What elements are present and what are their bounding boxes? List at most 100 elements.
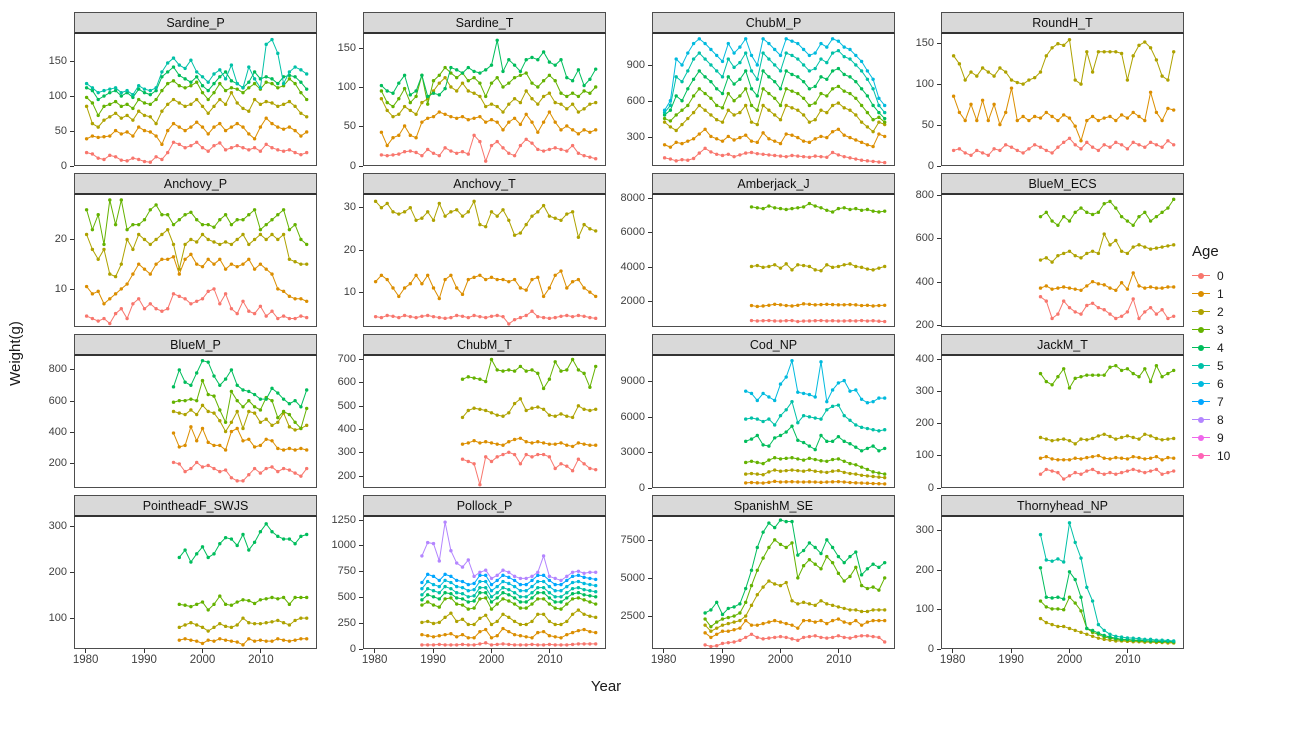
series-age-1 — [744, 479, 887, 486]
legend-entry-8: 8 — [1192, 411, 1272, 429]
series-age-5 — [1038, 521, 1176, 643]
legend-entry-5: 5 — [1192, 357, 1272, 375]
facet-Anchovy_T: Anchovy_T 10 20 30 — [317, 173, 606, 327]
series-age-7 — [420, 572, 598, 587]
y-axis: 200 300 400 500 600 700 — [317, 353, 363, 488]
facet-title: Sardine_T — [455, 15, 514, 30]
facet-panel — [941, 356, 1184, 488]
series-age-5 — [420, 584, 598, 599]
legend-key-icon — [1192, 324, 1210, 336]
y-axis: 0 250 500 750 1000 1250 — [317, 514, 363, 655]
facet-panel — [941, 195, 1184, 327]
facet-title: JackM_T — [1037, 337, 1088, 352]
facet-SpanishM_SE: SpanishM_SE 2500 5000 7500 1980 1990 2000 2010 — [606, 495, 895, 677]
series-age-1 — [420, 626, 598, 640]
series-age-3 — [744, 456, 887, 476]
series-age-1 — [1038, 271, 1176, 292]
series-age-0 — [1038, 467, 1176, 481]
series-age-4 — [662, 66, 887, 121]
x-axis: 1980 1990 2000 2010 — [362, 649, 606, 677]
series-age-8 — [420, 520, 598, 583]
facet-Sardine_T: Sardine_T 0 50 100 150 — [317, 12, 606, 172]
y-axis: 0 3000 6000 9000 — [606, 356, 652, 494]
facet-strip: ChubM_T — [363, 334, 606, 356]
legend-title: Age — [1192, 242, 1219, 260]
series-age-3 — [749, 201, 887, 214]
series-age-3 — [379, 65, 598, 109]
series-age-6 — [420, 578, 598, 593]
facet-title: PointheadF_SWJS — [142, 498, 249, 513]
series-age-0 — [379, 133, 598, 163]
series-age-0 — [951, 136, 1176, 157]
facet-BlueM_ECS: BlueM_ECS 200 400 600 800 — [895, 173, 1184, 331]
series-age-2 — [420, 608, 598, 627]
facet-panel — [941, 34, 1184, 166]
facet-strip: ChubM_P — [652, 12, 895, 34]
facet-Anchovy_P: Anchovy_P 10 20 — [28, 173, 317, 327]
series-age-3 — [1038, 363, 1176, 390]
y-axis: 2500 5000 7500 — [606, 517, 652, 649]
legend-label: 0 — [1217, 268, 1224, 283]
facet-title: Cod_NP — [749, 337, 798, 352]
legend-label: 6 — [1217, 376, 1224, 391]
series-age-1 — [171, 425, 309, 452]
series-age-0 — [84, 287, 309, 326]
facet-Thornyhead_NP: Thornyhead_NP 0 100 200 300 1980 1990 2000 2010 — [895, 495, 1184, 677]
facet-panel — [363, 517, 606, 649]
legend-key-icon — [1192, 288, 1210, 300]
x-axis: 1980 1990 2000 2010 — [940, 649, 1184, 677]
series-age-5 — [84, 37, 309, 97]
facet-panel — [941, 517, 1184, 649]
facet-title: Thornyhead_NP — [1016, 498, 1109, 513]
legend: Age 0 1 2 3 4 5 6 7 8 9 10 — [1184, 12, 1272, 695]
y-axis-title-area: Weight(g) — [2, 12, 28, 695]
facet-RoundH_T: RoundH_T 0 50 100 150 — [895, 12, 1184, 172]
series-age-4 — [379, 38, 598, 99]
series-age-0 — [84, 140, 309, 164]
series-age-6 — [744, 358, 887, 405]
series-age-2 — [177, 616, 309, 633]
legend-label: 8 — [1217, 412, 1224, 427]
series-age-1 — [84, 116, 309, 147]
facet-panel — [74, 517, 317, 649]
y-axis: 200 400 600 800 — [895, 189, 941, 331]
facet-title: Amberjack_J — [737, 176, 810, 191]
legend-entry-9: 9 — [1192, 429, 1272, 447]
facet-BlueM_P: BlueM_P 200 400 600 800 — [28, 334, 317, 488]
facet-strip: Cod_NP — [652, 334, 895, 356]
series-age-2 — [84, 227, 309, 279]
series-age-3 — [1038, 197, 1176, 227]
facet-panel — [74, 195, 317, 327]
series-age-2 — [744, 468, 887, 480]
series-age-0 — [662, 146, 887, 165]
facet-title: Anchovy_T — [453, 176, 516, 191]
y-axis: 0 100 200 300 — [895, 517, 941, 655]
figure: Weight(g) Sardine_P 0 50 100 150 Sardine_T 0 50… — [2, 12, 1272, 695]
facet-panel — [652, 517, 895, 649]
facet-Sardine_P: Sardine_P 0 50 100 150 — [28, 12, 317, 172]
x-axis: 1980 1990 2000 2010 — [651, 649, 895, 677]
series-age-4 — [171, 358, 309, 409]
series-age-1 — [951, 86, 1176, 143]
legend-label: 1 — [1217, 286, 1224, 301]
series-age-2 — [460, 397, 598, 420]
series-age-4 — [703, 518, 887, 617]
facet-Cod_NP: Cod_NP 0 3000 6000 9000 — [606, 334, 895, 494]
series-age-2 — [951, 37, 1176, 86]
facet-ChubM_P: ChubM_P 300 600 900 — [606, 12, 895, 166]
legend-key-icon — [1192, 450, 1210, 462]
y-axis: 0 50 100 150 — [895, 34, 941, 172]
series-age-3 — [662, 84, 887, 124]
series-age-1 — [460, 436, 598, 449]
facet-ChubM_T: ChubM_T 200 300 400 500 600 700 — [317, 334, 606, 488]
facet-strip: Sardine_T — [363, 12, 606, 34]
series-age-3 — [84, 77, 309, 118]
series-age-5 — [744, 399, 887, 433]
legend-entry-3: 3 — [1192, 321, 1272, 339]
facet-panel — [652, 34, 895, 166]
facet-strip: Amberjack_J — [652, 173, 895, 195]
facet-title: Pollock_P — [456, 498, 513, 513]
facet-strip: Anchovy_T — [363, 173, 606, 195]
legend-label: 2 — [1217, 304, 1224, 319]
facet-title: BlueM_P — [170, 337, 221, 352]
